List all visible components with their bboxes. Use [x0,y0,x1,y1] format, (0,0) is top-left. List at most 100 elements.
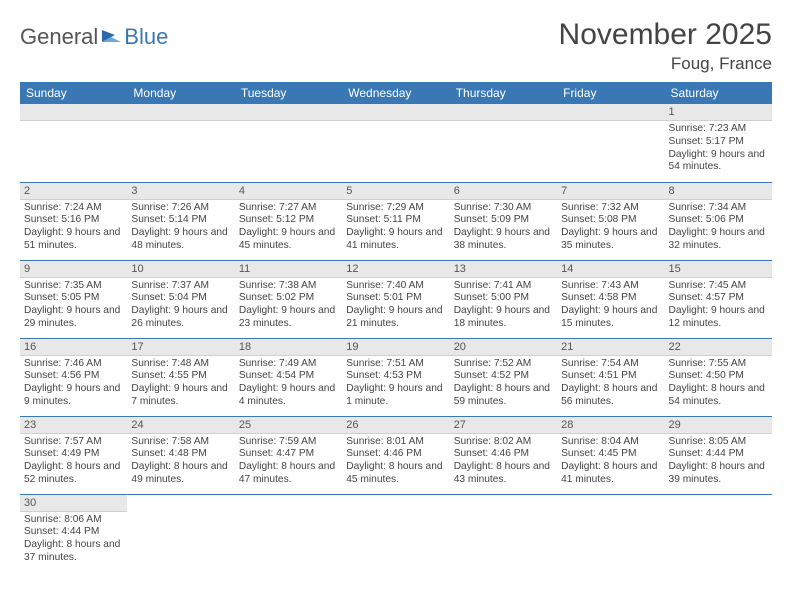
sunset-text: Sunset: 4:48 PM [131,448,230,461]
day-number: 8 [665,183,772,200]
weekday-header: Saturday [665,82,772,104]
day-sun-info: Sunrise: 7:54 AMSunset: 4:51 PMDaylight:… [557,356,664,413]
day-number [20,104,127,121]
sunrise-text: Sunrise: 8:01 AM [346,436,445,449]
calendar-day-cell: 22Sunrise: 7:55 AMSunset: 4:50 PMDayligh… [665,338,772,416]
sunrise-text: Sunrise: 7:27 AM [239,202,338,215]
calendar-day-cell: 26Sunrise: 8:01 AMSunset: 4:46 PMDayligh… [342,416,449,494]
day-number: 10 [127,261,234,278]
day-sun-info: Sunrise: 7:40 AMSunset: 5:01 PMDaylight:… [342,278,449,335]
sunrise-text: Sunrise: 7:37 AM [131,280,230,293]
location-label: Foug, France [559,54,772,74]
day-number: 30 [20,495,127,512]
calendar-day-cell: 30Sunrise: 8:06 AMSunset: 4:44 PMDayligh… [20,494,127,572]
day-sun-info: Sunrise: 7:48 AMSunset: 4:55 PMDaylight:… [127,356,234,413]
calendar-day-cell: 29Sunrise: 8:05 AMSunset: 4:44 PMDayligh… [665,416,772,494]
daylight-text: Daylight: 9 hours and 23 minutes. [239,305,338,331]
sunrise-text: Sunrise: 8:04 AM [561,436,660,449]
sunrise-text: Sunrise: 7:58 AM [131,436,230,449]
calendar-table: SundayMondayTuesdayWednesdayThursdayFrid… [20,82,772,572]
day-sun-info: Sunrise: 7:35 AMSunset: 5:05 PMDaylight:… [20,278,127,335]
calendar-day-cell: 1Sunrise: 7:23 AMSunset: 5:17 PMDaylight… [665,104,772,182]
calendar-day-cell: 12Sunrise: 7:40 AMSunset: 5:01 PMDayligh… [342,260,449,338]
calendar-empty-cell [127,494,234,572]
calendar-empty-cell [450,104,557,182]
daylight-text: Daylight: 9 hours and 4 minutes. [239,383,338,409]
sunset-text: Sunset: 4:44 PM [669,448,768,461]
sunset-text: Sunset: 5:11 PM [346,214,445,227]
daylight-text: Daylight: 9 hours and 12 minutes. [669,305,768,331]
day-sun-info: Sunrise: 7:38 AMSunset: 5:02 PMDaylight:… [235,278,342,335]
calendar-empty-cell [20,104,127,182]
daylight-text: Daylight: 8 hours and 56 minutes. [561,383,660,409]
day-sun-info: Sunrise: 7:32 AMSunset: 5:08 PMDaylight:… [557,200,664,257]
calendar-week-row: 30Sunrise: 8:06 AMSunset: 4:44 PMDayligh… [20,494,772,572]
sunrise-text: Sunrise: 7:43 AM [561,280,660,293]
logo-text-blue: Blue [124,24,168,50]
sunrise-text: Sunrise: 8:02 AM [454,436,553,449]
sunset-text: Sunset: 4:49 PM [24,448,123,461]
sunset-text: Sunset: 5:17 PM [669,136,768,149]
day-number: 11 [235,261,342,278]
calendar-day-cell: 20Sunrise: 7:52 AMSunset: 4:52 PMDayligh… [450,338,557,416]
sunrise-text: Sunrise: 7:34 AM [669,202,768,215]
sunset-text: Sunset: 5:06 PM [669,214,768,227]
month-title: November 2025 [559,18,772,52]
calendar-day-cell: 21Sunrise: 7:54 AMSunset: 4:51 PMDayligh… [557,338,664,416]
sunset-text: Sunset: 5:12 PM [239,214,338,227]
daylight-text: Daylight: 8 hours and 54 minutes. [669,383,768,409]
weekday-header: Tuesday [235,82,342,104]
calendar-day-cell: 11Sunrise: 7:38 AMSunset: 5:02 PMDayligh… [235,260,342,338]
day-number: 2 [20,183,127,200]
calendar-day-cell: 2Sunrise: 7:24 AMSunset: 5:16 PMDaylight… [20,182,127,260]
day-number [235,104,342,121]
sunrise-text: Sunrise: 7:52 AM [454,358,553,371]
day-number: 17 [127,339,234,356]
daylight-text: Daylight: 9 hours and 32 minutes. [669,227,768,253]
daylight-text: Daylight: 9 hours and 18 minutes. [454,305,553,331]
sunrise-text: Sunrise: 7:48 AM [131,358,230,371]
day-sun-info: Sunrise: 7:49 AMSunset: 4:54 PMDaylight:… [235,356,342,413]
calendar-empty-cell [235,494,342,572]
sunset-text: Sunset: 4:46 PM [346,448,445,461]
day-sun-info: Sunrise: 7:26 AMSunset: 5:14 PMDaylight:… [127,200,234,257]
sunrise-text: Sunrise: 7:32 AM [561,202,660,215]
day-number [127,104,234,121]
sunset-text: Sunset: 4:45 PM [561,448,660,461]
weekday-header: Thursday [450,82,557,104]
calendar-day-cell: 9Sunrise: 7:35 AMSunset: 5:05 PMDaylight… [20,260,127,338]
daylight-text: Daylight: 9 hours and 54 minutes. [669,149,768,175]
day-sun-info: Sunrise: 8:06 AMSunset: 4:44 PMDaylight:… [20,512,127,569]
daylight-text: Daylight: 8 hours and 43 minutes. [454,461,553,487]
logo-text-general: General [20,24,98,50]
weekday-header: Monday [127,82,234,104]
daylight-text: Daylight: 9 hours and 45 minutes. [239,227,338,253]
day-sun-info: Sunrise: 7:55 AMSunset: 4:50 PMDaylight:… [665,356,772,413]
calendar-day-cell: 24Sunrise: 7:58 AMSunset: 4:48 PMDayligh… [127,416,234,494]
day-number: 22 [665,339,772,356]
day-sun-info: Sunrise: 8:01 AMSunset: 4:46 PMDaylight:… [342,434,449,491]
calendar-empty-cell [342,494,449,572]
day-sun-info: Sunrise: 7:34 AMSunset: 5:06 PMDaylight:… [665,200,772,257]
day-number: 19 [342,339,449,356]
sunset-text: Sunset: 5:08 PM [561,214,660,227]
day-number: 14 [557,261,664,278]
daylight-text: Daylight: 8 hours and 41 minutes. [561,461,660,487]
daylight-text: Daylight: 8 hours and 37 minutes. [24,539,123,565]
calendar-day-cell: 27Sunrise: 8:02 AMSunset: 4:46 PMDayligh… [450,416,557,494]
calendar-day-cell: 25Sunrise: 7:59 AMSunset: 4:47 PMDayligh… [235,416,342,494]
calendar-head: SundayMondayTuesdayWednesdayThursdayFrid… [20,82,772,104]
calendar-empty-cell [557,494,664,572]
logo-flag-icon [101,24,123,50]
sunset-text: Sunset: 4:58 PM [561,292,660,305]
calendar-day-cell: 23Sunrise: 7:57 AMSunset: 4:49 PMDayligh… [20,416,127,494]
sunrise-text: Sunrise: 7:55 AM [669,358,768,371]
day-sun-info: Sunrise: 8:04 AMSunset: 4:45 PMDaylight:… [557,434,664,491]
day-number [450,104,557,121]
sunrise-text: Sunrise: 7:41 AM [454,280,553,293]
logo: General Blue [20,18,168,50]
sunset-text: Sunset: 5:14 PM [131,214,230,227]
daylight-text: Daylight: 9 hours and 1 minute. [346,383,445,409]
day-sun-info: Sunrise: 7:46 AMSunset: 4:56 PMDaylight:… [20,356,127,413]
sunrise-text: Sunrise: 7:59 AM [239,436,338,449]
